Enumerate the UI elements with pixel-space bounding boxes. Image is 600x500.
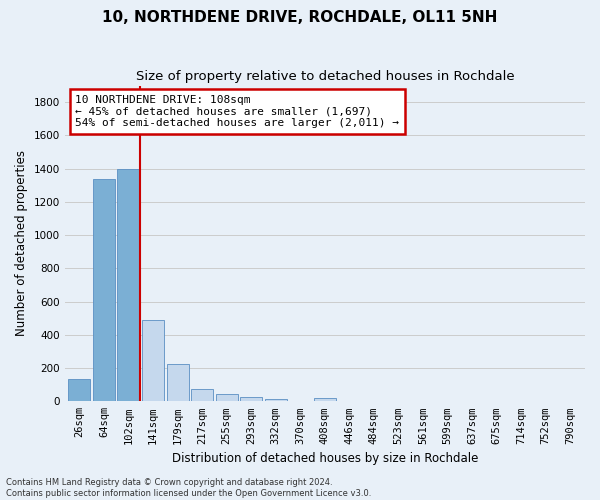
Bar [167,364,188,402]
Title: Size of property relative to detached houses in Rochdale: Size of property relative to detached ho… [136,70,514,83]
X-axis label: Distribution of detached houses by size in Rochdale: Distribution of detached houses by size … [172,452,478,465]
Bar [314,398,336,402]
Bar [68,379,91,402]
Text: 10, NORTHDENE DRIVE, ROCHDALE, OL11 5NH: 10, NORTHDENE DRIVE, ROCHDALE, OL11 5NH [103,10,497,25]
Text: 10 NORTHDENE DRIVE: 108sqm
← 45% of detached houses are smaller (1,697)
54% of s: 10 NORTHDENE DRIVE: 108sqm ← 45% of deta… [75,95,399,128]
Y-axis label: Number of detached properties: Number of detached properties [15,150,28,336]
Text: Contains HM Land Registry data © Crown copyright and database right 2024.
Contai: Contains HM Land Registry data © Crown c… [6,478,371,498]
Bar [240,396,262,402]
Bar [142,320,164,402]
Bar [93,178,115,402]
Bar [191,389,213,402]
Bar [265,399,287,402]
Bar [118,168,140,402]
Bar [215,394,238,402]
